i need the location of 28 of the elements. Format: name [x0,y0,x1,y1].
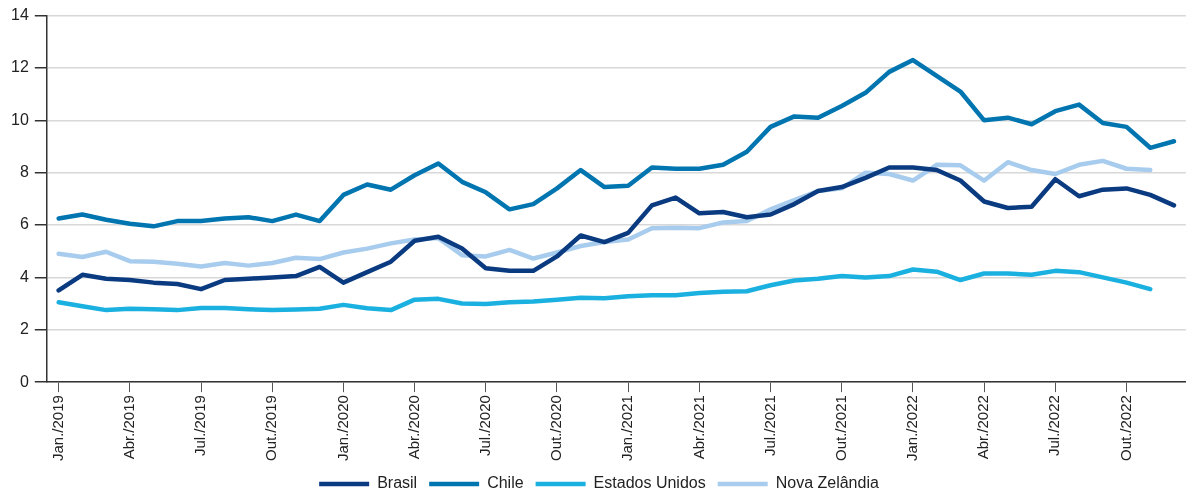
y-tick-label: 0 [19,372,29,390]
x-tick-label: Abr./2019 [119,395,137,460]
y-tick-label: 10 [11,110,29,128]
x-tick-label: Jan./2020 [333,395,351,461]
y-tick-label: 14 [11,6,29,24]
x-tick-label: Jul./2021 [760,395,778,456]
x-tick-label: Out./2020 [547,395,565,461]
x-tick-label: Out./2021 [831,395,849,461]
x-tick-label: Abr./2022 [974,395,992,460]
x-tick-label: Jul./2020 [475,395,493,456]
x-tick-label: Abr./2021 [689,395,707,460]
x-tick-label: Jul./2022 [1045,395,1063,456]
x-tick-label: Jan./2021 [618,395,636,461]
legend-label: Nova Zelândia [775,474,879,492]
x-tick-label: Jan./2019 [48,395,66,461]
x-tick-label: Jul./2019 [191,395,209,456]
y-tick-label: 6 [19,215,29,233]
legend-label: Estados Unidos [593,474,706,492]
x-tick-label: Out./2022 [1116,395,1134,461]
legend-label: Chile [487,474,524,492]
x-tick-label: Jan./2022 [903,395,921,461]
x-tick-label: Abr./2020 [404,395,422,460]
y-tick-label: 8 [19,163,29,181]
y-tick-label: 2 [19,320,29,338]
x-tick-label: Out./2019 [262,395,280,461]
y-tick-label: 12 [11,58,29,76]
legend-label: Brasil [377,474,418,492]
y-tick-label: 4 [19,267,29,285]
